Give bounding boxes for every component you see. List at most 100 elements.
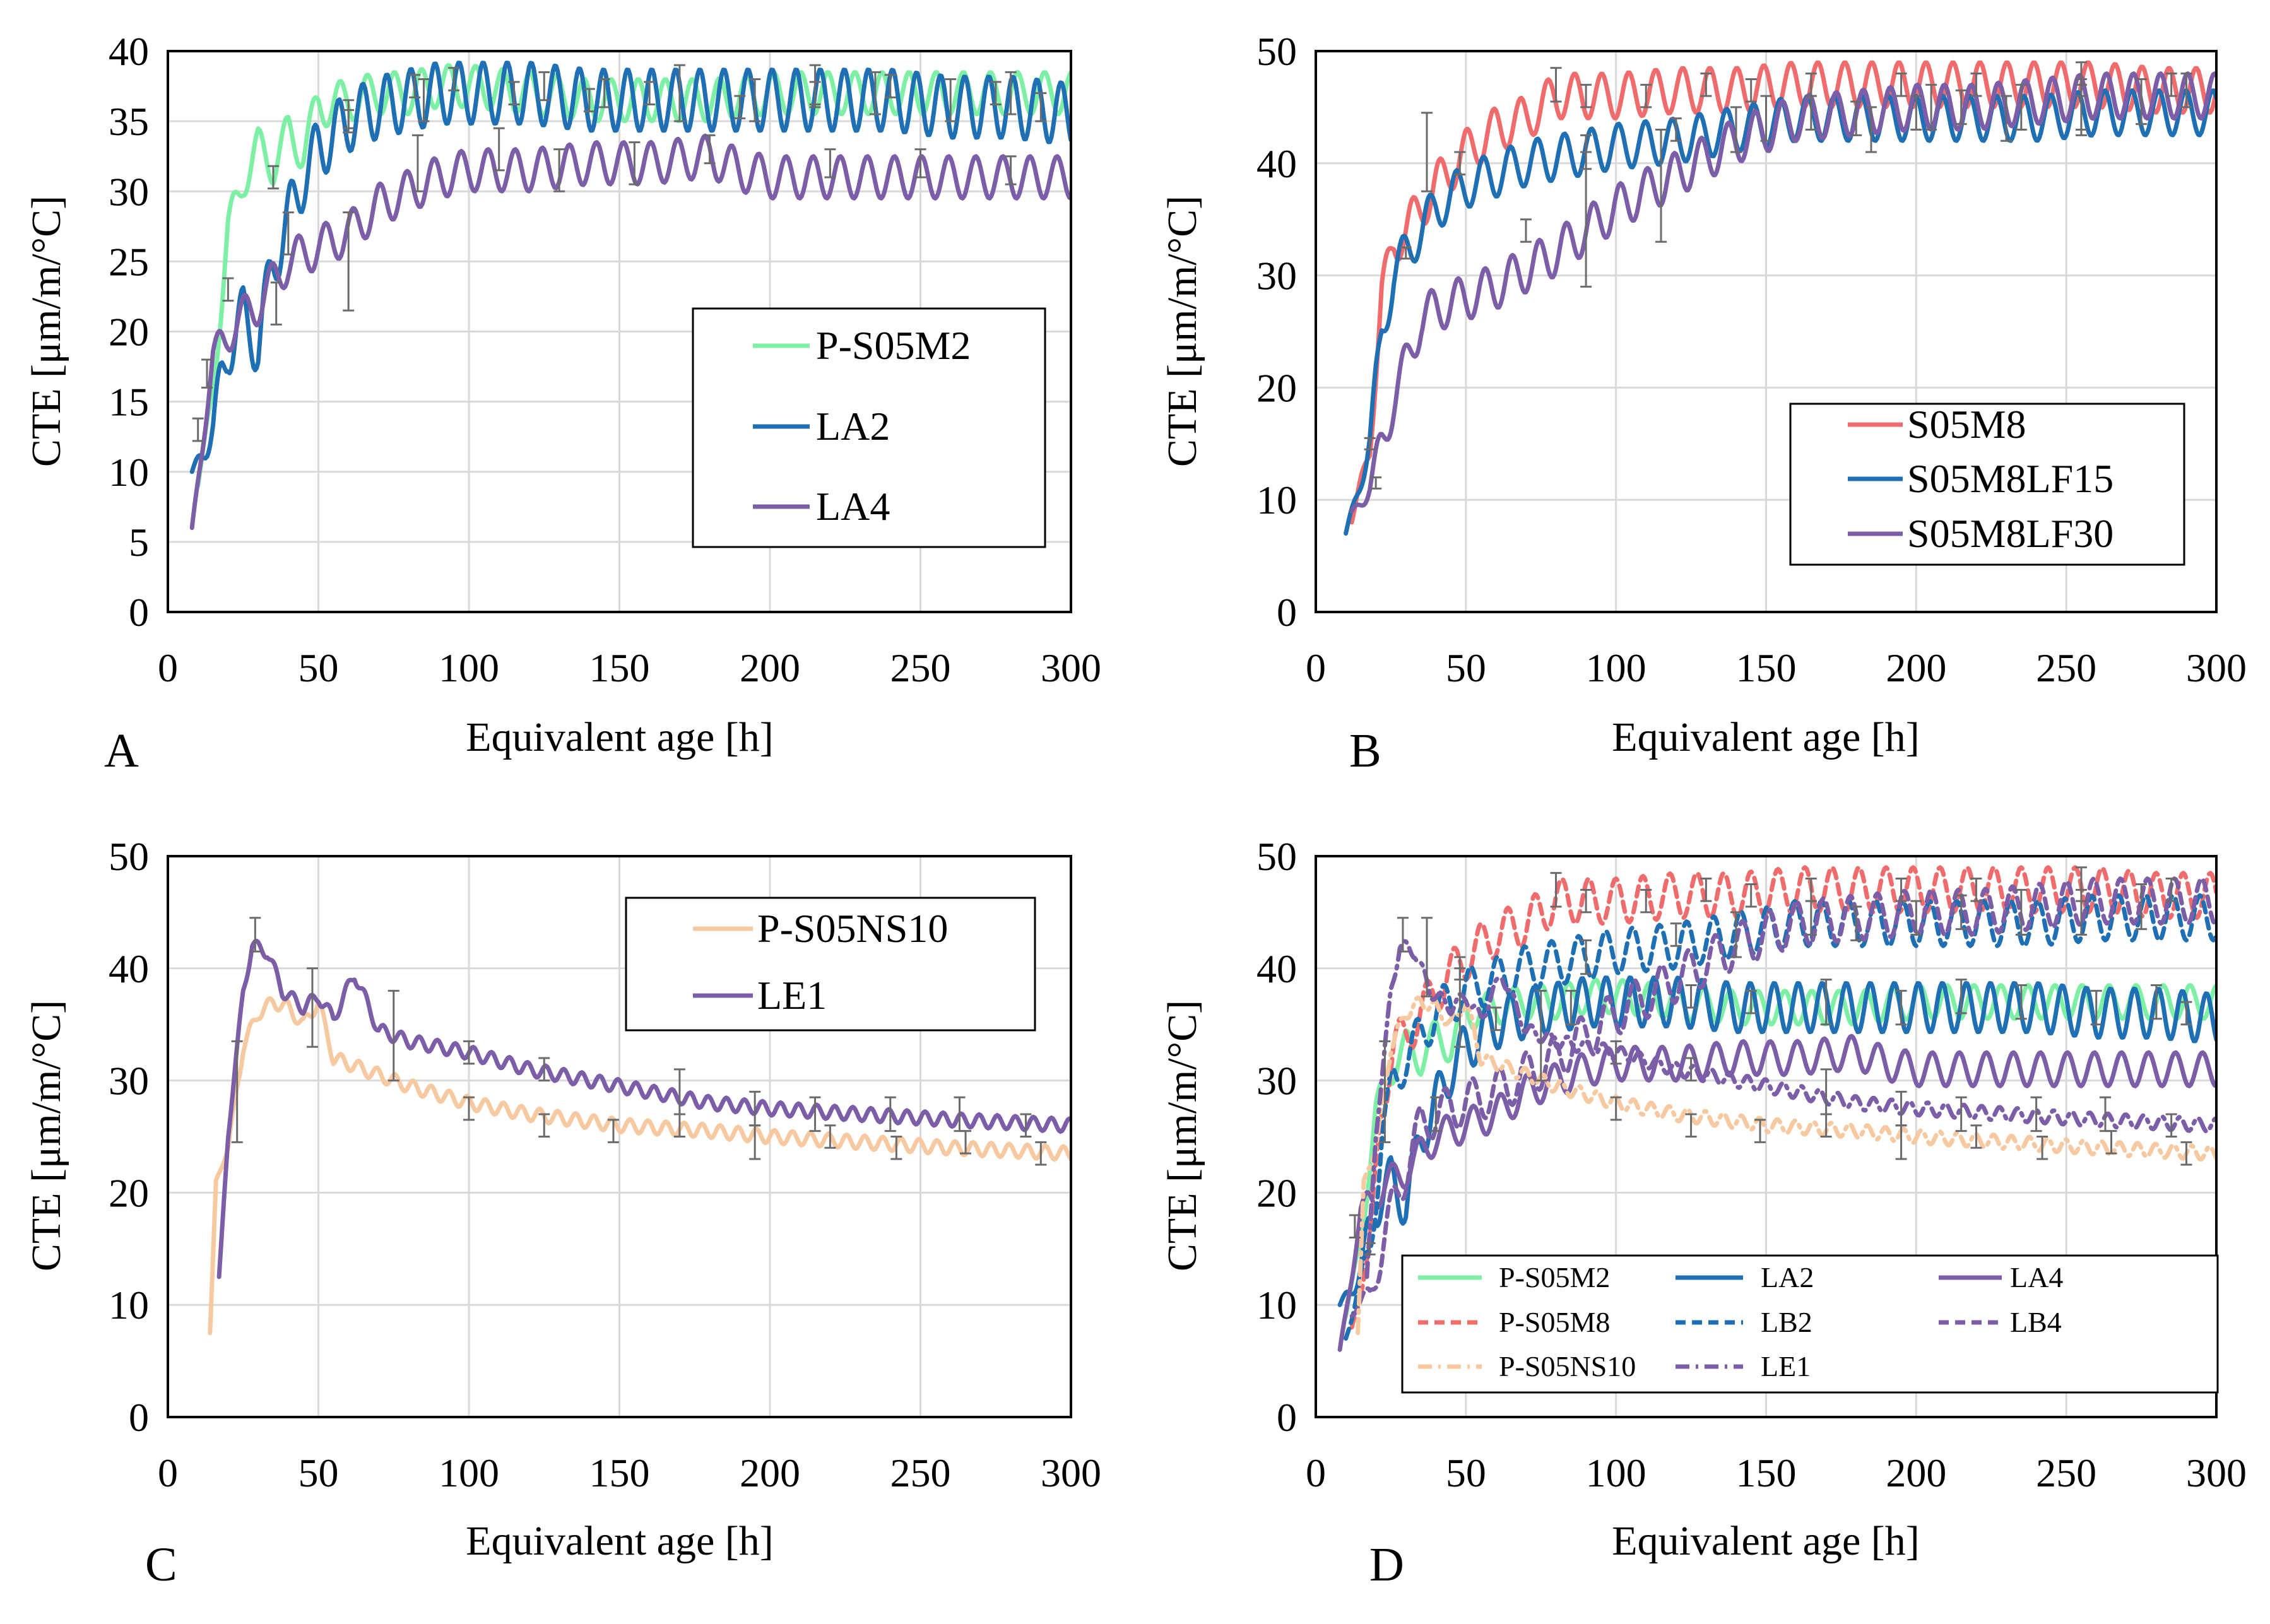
error-bar [824, 148, 836, 179]
panel-label: A [104, 724, 139, 777]
x-tick-label: 50 [299, 1450, 339, 1495]
error-bar [673, 1068, 685, 1115]
error-bar [2180, 73, 2192, 109]
error-bar [1005, 71, 1017, 115]
error-bar [2165, 1113, 2177, 1138]
error-bar [1685, 984, 1697, 1009]
error-bar [809, 1096, 821, 1133]
error-bar [2015, 984, 2027, 1020]
error-bar [1610, 1040, 1622, 1065]
legend: P-S05NS10 LE1 [625, 897, 1036, 1032]
error-bar [2015, 83, 2027, 131]
x-tick-label: 50 [1446, 645, 1486, 690]
panel-label: B [1349, 724, 1381, 777]
error-bar [493, 127, 505, 172]
error-bar [1565, 989, 1577, 1026]
x-tick-label: 250 [2036, 645, 2096, 690]
error-bar [538, 71, 550, 102]
y-tick-label: 50 [109, 834, 149, 879]
series-group [189, 61, 1071, 531]
legend-item: LB4 [1939, 1306, 2062, 1338]
legend-item: P-S05M2 [753, 323, 971, 368]
error-bar [463, 1040, 475, 1065]
series-line-le1 [216, 938, 1071, 1280]
y-tick-label: 20 [1256, 1170, 1297, 1215]
error-bar [448, 67, 460, 91]
error-bar [1745, 78, 1757, 103]
legend-item: S05M8LF15 [1848, 456, 2113, 501]
error-bar [598, 78, 610, 109]
x-tick-label: 0 [158, 1450, 178, 1495]
error-bar [749, 78, 761, 122]
error-bar [282, 211, 294, 256]
error-bar [306, 967, 318, 1048]
error-bar [734, 95, 746, 120]
y-tick-label: 40 [109, 946, 149, 991]
legend-label: LB4 [2010, 1306, 2062, 1338]
error-bar [1655, 128, 1667, 243]
error-bar [990, 81, 1002, 105]
x-tick-label: 200 [740, 645, 800, 690]
error-bar [249, 917, 261, 953]
error-bar [1970, 1124, 1982, 1149]
error-bar [2015, 888, 2027, 936]
legend-item: P-S05NS10 [1418, 1350, 1636, 1382]
x-tick-label: 100 [1586, 1450, 1646, 1495]
error-bar [1640, 888, 1652, 914]
x-tick-label: 150 [1736, 1450, 1797, 1495]
error-bar [2136, 883, 2148, 931]
y-axis-title: CTE [μm/m/°C] [1159, 1000, 1205, 1271]
error-bar [2036, 1136, 2048, 1160]
legend-label: LA4 [816, 484, 890, 529]
series-line-lb4 [1349, 876, 2216, 1319]
x-tick-label: 300 [2186, 1450, 2247, 1495]
error-bar [1700, 878, 1712, 902]
error-bar [1955, 894, 1967, 931]
error-bar [2030, 1096, 2042, 1133]
error-bar [583, 88, 595, 113]
legend-item: LA4 [753, 484, 890, 529]
error-bar [2180, 1141, 2192, 1166]
x-tick-label: 50 [1446, 1450, 1486, 1495]
legend-item: LA4 [1939, 1261, 2063, 1293]
legend-label: P-S05NS10 [1499, 1350, 1636, 1382]
error-bar [1454, 967, 1466, 1048]
error-bar [1580, 151, 1592, 288]
x-axis-title: Equivalent age [h] [1612, 714, 1919, 760]
error-bar [2001, 95, 2013, 142]
y-tick-label: 0 [129, 1395, 149, 1440]
x-tick-label: 250 [2036, 1450, 2096, 1495]
error-bar [343, 99, 355, 129]
chart-panel-d: 0 50 100 150 200 250 300 0 10 20 30 40 50 Equivalent … [1159, 834, 2247, 1591]
error-bar [1370, 476, 1382, 490]
error-bar [1820, 979, 1832, 1026]
error-bar [1379, 1040, 1391, 1143]
legend-item: S05M8 [1848, 402, 2026, 447]
x-tick-label: 150 [589, 1450, 650, 1495]
error-bar [411, 134, 423, 192]
x-tick-label: 150 [589, 645, 650, 690]
y-axis-title: CTE [μm/m/°C] [23, 196, 69, 467]
legend-box [692, 307, 1046, 548]
x-tick-label: 0 [1306, 645, 1326, 690]
error-bar [1850, 100, 1862, 136]
error-bar [1035, 92, 1047, 122]
error-bar [2075, 78, 2087, 136]
legend-label: LB2 [1761, 1306, 1812, 1338]
x-tick-label: 250 [890, 645, 951, 690]
error-bar [1364, 437, 1376, 450]
error-bar [1970, 73, 1982, 97]
error-bar [1925, 83, 1937, 131]
error-bar [1580, 939, 1592, 975]
error-bar [270, 281, 282, 326]
y-tick-label: 50 [1256, 834, 1297, 879]
legend-label: LA2 [816, 404, 890, 449]
error-bar [1685, 1113, 1697, 1138]
error-bar [231, 1040, 243, 1143]
error-bar [1454, 151, 1466, 176]
legend-box [1789, 403, 2185, 566]
error-bar [1020, 1113, 1032, 1138]
error-bar [1754, 1119, 1766, 1143]
y-axis-title: CTE [μm/m/°C] [23, 1000, 69, 1271]
